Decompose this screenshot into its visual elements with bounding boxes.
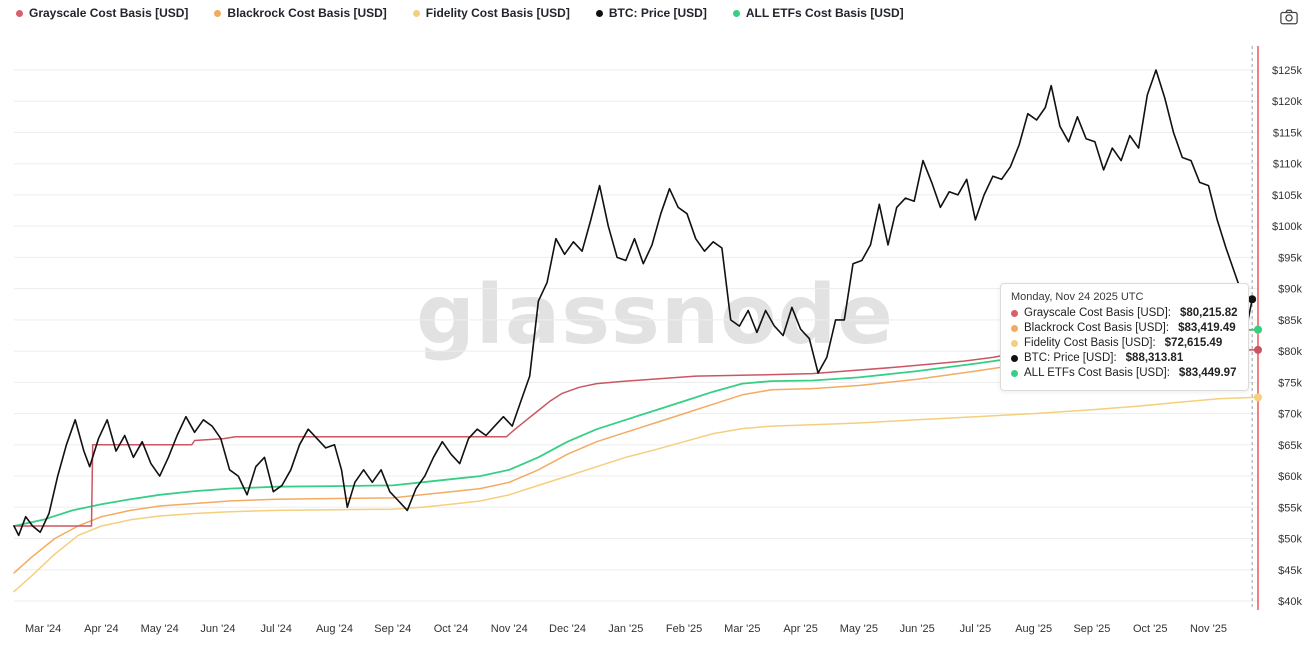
tooltip-row: Grayscale Cost Basis [USD]: $80,215.82 bbox=[1011, 307, 1238, 321]
legend-item[interactable]: Blackrock Cost Basis [USD] bbox=[214, 6, 387, 20]
series-color-dot bbox=[1011, 340, 1018, 348]
glassnode-watermark: glassnode bbox=[416, 268, 894, 363]
tooltip-date: Monday, Nov 24 2025 UTC bbox=[1011, 291, 1144, 303]
x-tick-label: Nov '25 bbox=[1190, 623, 1227, 635]
x-tick-label: Mar '24 bbox=[25, 623, 61, 635]
tooltip-row-label: Blackrock Cost Basis [USD]: bbox=[1024, 322, 1170, 334]
y-tick-label: $55k bbox=[1278, 502, 1302, 514]
series-color-dot bbox=[595, 9, 603, 17]
legend-label: BTC: Price [USD] bbox=[608, 6, 707, 20]
y-tick-label: $115k bbox=[1273, 127, 1303, 139]
y-tick-label: $100k bbox=[1272, 221, 1302, 233]
x-tick-label: Oct '25 bbox=[1133, 623, 1168, 635]
x-tick-label: Aug '24 bbox=[316, 623, 353, 635]
y-tick-label: $120k bbox=[1272, 96, 1302, 108]
y-axis-labels: $40k $45k $50k $55k $60k $65k $70k $75k $80k $85k… bbox=[1272, 65, 1302, 608]
tooltip-row-label: Fidelity Cost Basis [USD]: bbox=[1024, 337, 1156, 349]
y-tick-label: $85k bbox=[1278, 315, 1302, 327]
legend-label: Fidelity Cost Basis [USD] bbox=[425, 6, 570, 20]
x-tick-label: May '24 bbox=[141, 623, 179, 635]
x-tick-label: Sep '24 bbox=[374, 623, 411, 635]
series-color-dot bbox=[732, 9, 740, 17]
tooltip-rows: Grayscale Cost Basis [USD]: $80,215.82 Bla… bbox=[1011, 307, 1238, 381]
x-tick-label: Feb '25 bbox=[666, 623, 702, 635]
series-line bbox=[13, 349, 1259, 527]
y-tick-label: $90k bbox=[1278, 284, 1302, 296]
x-tick-label: Jan '25 bbox=[608, 623, 643, 635]
series-marker-dot bbox=[1248, 295, 1257, 304]
x-tick-label: Sep '25 bbox=[1073, 623, 1110, 635]
tooltip-row-label: Grayscale Cost Basis [USD]: bbox=[1024, 307, 1171, 319]
y-tick-label: $40k bbox=[1278, 596, 1302, 608]
series-marker-dot bbox=[1254, 345, 1262, 354]
x-tick-label: Mar '25 bbox=[724, 623, 760, 635]
series-color-dot bbox=[1011, 370, 1018, 378]
x-tick-label: Jul '24 bbox=[260, 623, 291, 635]
tooltip-row-label: BTC: Price [USD]: bbox=[1024, 352, 1117, 364]
series-line bbox=[13, 329, 1259, 574]
tooltip-row: BTC: Price [USD]: $88,313.81 bbox=[1011, 352, 1238, 366]
legend-item[interactable]: Fidelity Cost Basis [USD] bbox=[412, 6, 570, 20]
legend-label: ALL ETFs Cost Basis [USD] bbox=[745, 6, 904, 20]
x-tick-label: Jun '25 bbox=[900, 623, 935, 635]
y-tick-label: $105k bbox=[1272, 190, 1302, 202]
y-tick-label: $110k bbox=[1273, 159, 1303, 171]
y-tick-label: $50k bbox=[1278, 534, 1302, 546]
tooltip-row: ALL ETFs Cost Basis [USD]: $83,449.97 bbox=[1011, 367, 1238, 381]
series-color-dot bbox=[1011, 310, 1018, 318]
y-tick-label: $125k bbox=[1272, 65, 1302, 77]
series-line bbox=[13, 396, 1259, 593]
chart-tooltip: Monday, Nov 24 2025 UTC Grayscale Cost B… bbox=[1000, 283, 1249, 391]
x-tick-label: Apr '25 bbox=[783, 623, 818, 635]
x-tick-label: Jun '24 bbox=[200, 623, 235, 635]
tooltip-row-value: $80,215.82 bbox=[1179, 307, 1238, 319]
tooltip-row-value: $83,449.97 bbox=[1178, 367, 1237, 379]
y-tick-label: $80k bbox=[1278, 346, 1302, 358]
series-marker-dot bbox=[1254, 325, 1262, 334]
series-end-markers bbox=[1248, 295, 1262, 402]
y-tick-label: $75k bbox=[1278, 377, 1302, 389]
x-tick-label: Nov '24 bbox=[491, 623, 528, 635]
legend-label: Grayscale Cost Basis [USD] bbox=[29, 6, 189, 20]
camera-icon[interactable] bbox=[1280, 9, 1298, 25]
series-line bbox=[13, 69, 1253, 537]
series-marker-dot bbox=[1254, 393, 1262, 402]
legend-label: Blackrock Cost Basis [USD] bbox=[227, 6, 387, 20]
y-tick-label: $65k bbox=[1278, 440, 1302, 452]
tooltip-row-value: $72,615.49 bbox=[1164, 337, 1223, 349]
x-tick-label: Aug '25 bbox=[1015, 623, 1052, 635]
series-color-dot bbox=[412, 9, 420, 17]
series-color-dot bbox=[1011, 355, 1018, 363]
series-color-dot bbox=[16, 9, 23, 17]
y-tick-label: $60k bbox=[1278, 471, 1302, 483]
y-tick-label: $70k bbox=[1278, 409, 1302, 421]
x-tick-label: Dec '24 bbox=[549, 623, 586, 635]
y-tick-label: $95k bbox=[1278, 252, 1302, 264]
x-axis-labels: Mar '24 Apr '24 May '24 Jun '24 Jul '24 Aug '… bbox=[25, 623, 1227, 635]
legend: Grayscale Cost Basis [USD] Blackrock Cost… bbox=[16, 6, 904, 20]
series-color-dot bbox=[1011, 325, 1018, 333]
x-tick-label: Oct '24 bbox=[434, 623, 469, 635]
x-tick-label: Jul '25 bbox=[960, 623, 991, 635]
tooltip-row-label: ALL ETFs Cost Basis [USD]: bbox=[1024, 367, 1170, 379]
tooltip-row-value: $83,419.49 bbox=[1178, 322, 1236, 334]
tooltip-row: Fidelity Cost Basis [USD]: $72,615.49 bbox=[1011, 337, 1238, 351]
x-tick-label: Apr '24 bbox=[84, 623, 119, 635]
tooltip-row: Blackrock Cost Basis [USD]: $83,419.49 bbox=[1011, 322, 1238, 336]
tooltip-row-value: $88,313.81 bbox=[1125, 352, 1184, 364]
series-color-dot bbox=[214, 9, 222, 17]
legend-item[interactable]: Grayscale Cost Basis [USD] bbox=[16, 6, 188, 20]
y-tick-label: $45k bbox=[1278, 565, 1302, 577]
x-tick-label: May '25 bbox=[840, 623, 878, 635]
legend-item[interactable]: BTC: Price [USD] bbox=[595, 6, 707, 20]
legend-item[interactable]: ALL ETFs Cost Basis [USD] bbox=[732, 6, 904, 20]
